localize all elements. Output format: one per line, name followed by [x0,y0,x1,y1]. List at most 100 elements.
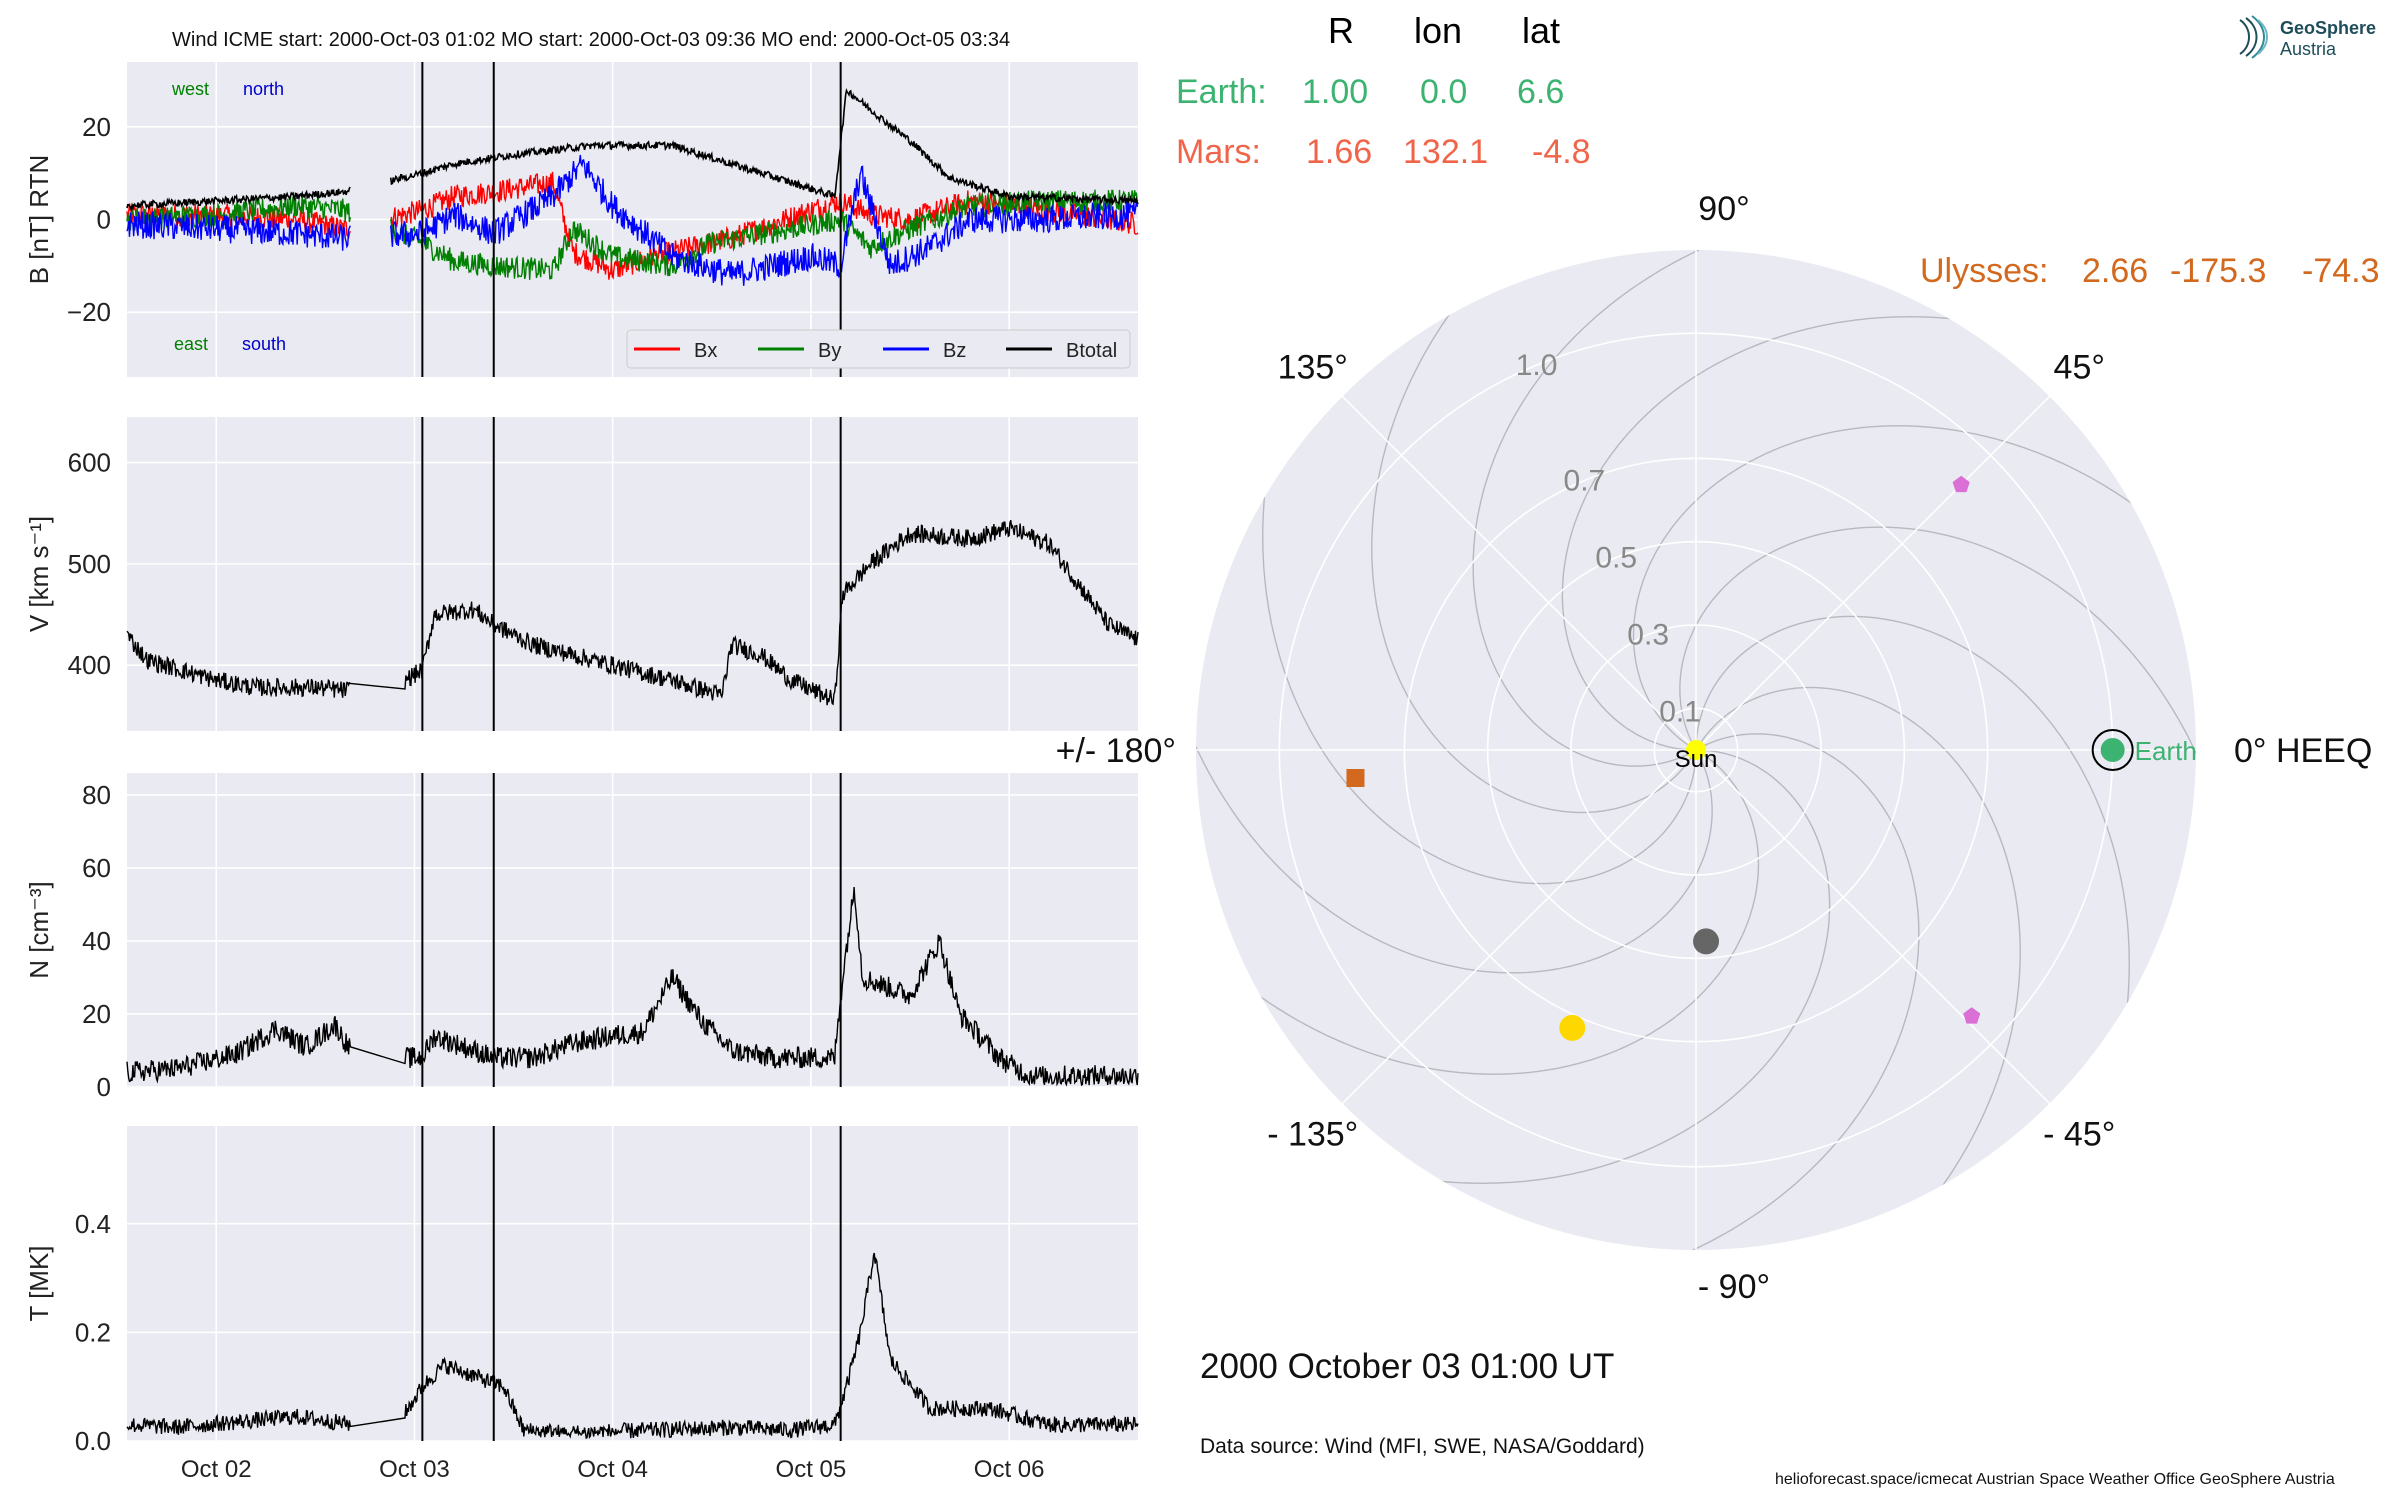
timeseries-panels: 20 0 −20 B [nT] RTN west north east south Bx By Bz… [24,62,1139,1483]
theta-label: +/- 180° [1056,732,1176,770]
y-tick-label: 0.2 [75,1317,111,1347]
x-tick-label: Oct 05 [776,1456,847,1483]
spiral-line [1196,600,1713,974]
legend-box [626,329,1131,369]
spiral-line [1472,250,1846,767]
sun-marker [1686,740,1706,760]
series-v-line [126,519,1139,706]
temperature-panel: 0.4 0.2 0.0 T [MK] Oct 02 Oct 03 Oct 04 Oct 05 O… [24,1126,1139,1483]
y-tick-label: 600 [68,448,111,478]
y-tick-label: 60 [82,853,111,883]
spiral-line [1371,250,1697,814]
mars-row-r: 1.66 [1306,133,1373,171]
earth-row-lat: 6.6 [1517,73,1565,111]
mars-row-lat: -4.8 [1532,133,1591,171]
event-header: Wind ICME start: 2000-Oct-03 01:02 MO st… [172,29,1011,51]
angular-gridline [1695,749,2051,1105]
mars-row-name: Mars: [1176,133,1261,171]
theta-label: 90° [1698,190,1749,228]
venus-marker [1559,1014,1586,1041]
x-tick-label: Oct 06 [974,1456,1045,1483]
y-tick-label: 0 [97,205,111,235]
series-n-line [126,887,1139,1087]
mercury-marker [1693,928,1720,955]
table-header-lon: lon [1414,10,1463,51]
spiral-line [1679,526,2196,900]
sun-label: Sun [1675,746,1718,773]
spacecraft-a-marker [1952,475,1970,493]
angular-gridline [1695,395,2051,751]
legend-label-bx: Bx [694,340,717,362]
magnetic-field-panel: 20 0 −20 B [nT] RTN west north east south Bx By Bz… [24,62,1139,377]
table-header-lat: lat [1522,10,1561,51]
logo-line2: Austria [2280,39,2337,59]
credits: helioforecast.space/icmecat Austrian Spa… [1775,1471,2335,1488]
y-axis-label: N [cm⁻³] [24,881,54,979]
y-tick-label: 40 [82,926,111,956]
panel-background [127,1126,1138,1441]
angular-gridline [1341,395,1697,751]
theta-label: - 135° [1267,1115,1358,1153]
parker-spirals [1196,250,2196,1250]
geosphere-logo-icon [2239,15,2268,59]
logo-line1: GeoSphere [2280,18,2377,38]
y-tick-label: 20 [82,999,111,1029]
spiral-line [1196,749,1760,1075]
spacecraft-b-marker [1963,1007,1981,1024]
theta-label: 45° [2054,349,2105,387]
radial-tick-label: 0.3 [1627,619,1669,652]
density-panel: 80 60 40 20 0 N [cm⁻³] [24,773,1139,1102]
y-tick-label: 80 [82,780,111,810]
earth-marker [2100,738,2125,762]
series-bz-line [126,154,1139,286]
y-tick-label: 20 [82,112,111,142]
spiral-line [1632,425,2196,751]
spiral-line [1695,615,2131,1151]
y-tick-label: 0.0 [75,1426,111,1456]
x-tick-label: Oct 02 [181,1456,252,1483]
ulysses-row-lat: -74.3 [2302,252,2380,290]
legend-label-bz: Bz [943,340,966,362]
north-label: north [243,79,284,99]
earth-row-name: Earth: [1176,73,1267,111]
y-axis-label: B [nT] RTN [24,155,54,285]
radial-tick-label: 0.5 [1595,542,1637,575]
angular-gridline [1341,749,1697,1105]
ulysses-marker [1346,768,1365,787]
speed-panel: 600 500 400 V [km s⁻¹] [24,417,1139,731]
ulysses-row-name: Ulysses: [1920,252,2049,290]
data-source: Data source: Wind (MFI, SWE, NASA/Goddar… [1200,1435,1645,1458]
y-tick-label: 400 [68,650,111,680]
y-tick-label: −20 [67,297,111,327]
ulysses-row-lon: -175.3 [2170,252,2267,290]
spiral-line [1261,349,1697,885]
radial-tick-label: 0.1 [1659,696,1701,729]
spiral-line [1561,315,2097,751]
legend: Bx By Bz Btotal [626,329,1131,369]
mars-row-lon: 132.1 [1403,133,1489,171]
theta-label: 135° [1278,349,1348,387]
spiral-line [1295,749,1831,1185]
plot-date: 2000 October 03 01:00 UT [1200,1347,1615,1386]
ulysses-row-r: 2.66 [2082,252,2149,290]
polar-orbit-plot: 0.1 0.3 0.5 0.7 1.0 90° 45° 0° HEEQ - 45° - 90° - … [1056,190,2373,1306]
earth-ring [2091,729,2134,771]
table-header-r: R [1328,10,1354,51]
theta-label: - 45° [2043,1115,2115,1153]
y-tick-label: 500 [68,549,111,579]
earth-row-lon: 0.0 [1420,73,1468,111]
legend-label-btotal: Btotal [1066,340,1117,362]
series-btotal-line [126,87,1139,212]
theta-label: - 90° [1698,1268,1770,1306]
west-label: west [171,79,209,99]
x-tick-label: Oct 04 [577,1456,648,1483]
east-label: east [174,334,208,354]
y-axis-label: V [km s⁻¹] [24,516,54,632]
earth-row-r: 1.00 [1302,73,1369,111]
spiral-line [1546,733,1920,1250]
radial-tick-label: 0.7 [1564,465,1606,498]
x-tick-label: Oct 03 [379,1456,450,1483]
geosphere-logo: GeoSphere Austria [2232,14,2392,64]
y-tick-label: 0.4 [75,1209,111,1239]
